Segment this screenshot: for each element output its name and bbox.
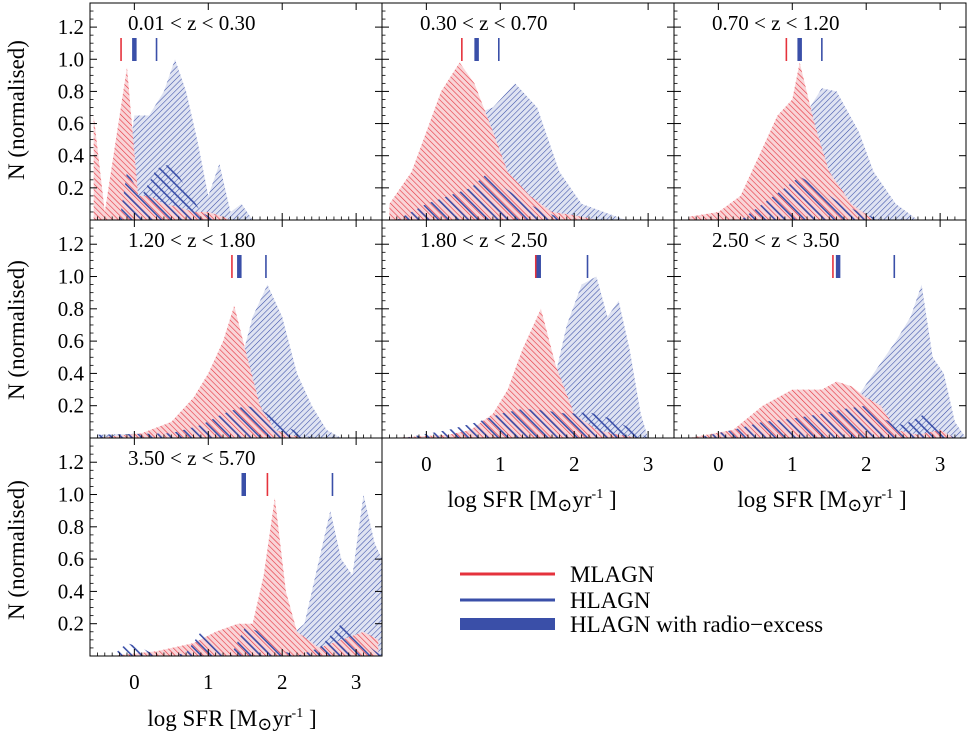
- y-tick-label: 1.2: [58, 232, 84, 256]
- area-hlagn-radio-excess: [404, 408, 649, 438]
- x-tick-label: 0: [421, 452, 432, 476]
- y-tick-label: 0.8: [58, 297, 84, 321]
- plot-area: [97, 284, 342, 438]
- legend: MLAGN HLAGN HLAGN with radio−excess: [460, 562, 823, 637]
- x-axis-label-right: log SFR [M⊙yr-1 ]: [737, 487, 906, 515]
- panel-5: 0 1 2 3 1.80 < z < 2.50: [381, 219, 675, 476]
- area-hlagn-radio-excess: [112, 623, 382, 656]
- x-tick-label: 3: [935, 452, 946, 476]
- y-tick-label: 0.4: [58, 579, 85, 603]
- plot-area: [112, 494, 382, 656]
- x-tick-label: 2: [277, 670, 288, 694]
- area-hlagn-radio-excess: [396, 175, 567, 220]
- y-tick-label: 0.8: [58, 79, 84, 103]
- y-tick-label: 1.2: [58, 450, 84, 474]
- y-tick-label: 1.0: [58, 47, 84, 71]
- y-tick-label: 0.2: [58, 176, 84, 200]
- y-axis-label: N (normalised): [4, 40, 29, 180]
- panel-title: 1.20 < z < 1.80: [128, 228, 256, 252]
- y-tick-label: 1.0: [58, 483, 84, 507]
- area-hlagn: [97, 284, 342, 438]
- panel-7: 0.2 0.4 0.6 0.8 1.0 1.2 0 1 2 3 3.50 < z < 5.70: [58, 437, 383, 694]
- panels-layer: 0.2 0.4 0.6 0.8 1.0 1.2 0.01 < z < 0.30 0.30 < …: [58, 2, 967, 694]
- y-tick-label: 0.4: [58, 361, 85, 385]
- area-hlagn-radio-excess: [740, 176, 881, 220]
- panel-frame: [673, 219, 967, 439]
- x-tick-label: 1: [203, 670, 214, 694]
- y-tick-label: 0.2: [58, 612, 84, 636]
- panel-2: 0.30 < z < 0.70: [381, 2, 675, 221]
- area-hlagn: [112, 494, 382, 656]
- area-mlagn: [688, 62, 874, 220]
- legend-label-radio: HLAGN with radio−excess: [570, 612, 823, 637]
- area-hlagn-radio-excess: [696, 405, 955, 438]
- panel-title: 0.01 < z < 0.30: [128, 11, 256, 35]
- y-tick-label: 0.6: [58, 547, 84, 571]
- y-axis-label: N (normalised): [4, 480, 29, 620]
- y-tick-label: 1.2: [58, 15, 84, 39]
- x-axis-label: log SFR [M⊙yr-1 ]: [447, 487, 616, 515]
- x-axis-label-middle: log SFR [M⊙yr-1 ]: [447, 487, 616, 515]
- panel-3: 0.70 < z < 1.20: [673, 2, 967, 221]
- panel-1: 0.2 0.4 0.6 0.8 1.0 1.2 0.01 < z < 0.30: [58, 2, 383, 221]
- y-tick-label: 0.2: [58, 394, 84, 418]
- panel-6: 0 1 2 3 2.50 < z < 3.50: [673, 219, 967, 476]
- area-mlagn: [97, 305, 305, 438]
- x-tick-label: 1: [495, 452, 506, 476]
- panel-title: 0.70 < z < 1.20: [712, 11, 840, 35]
- x-tick-label: 0: [713, 452, 724, 476]
- x-tick-label: 2: [861, 452, 872, 476]
- area-hlagn: [688, 284, 966, 438]
- x-tick-label: 2: [569, 452, 580, 476]
- panel-title: 1.80 < z < 2.50: [420, 228, 548, 252]
- legend-label-hlagn: HLAGN: [570, 588, 651, 613]
- plot-area: [93, 59, 253, 220]
- panel-title: 2.50 < z < 3.50: [712, 228, 840, 252]
- area-mlagn: [389, 62, 597, 220]
- x-tick-label: 3: [643, 452, 654, 476]
- y-axis-label-row-3: N (normalised): [4, 480, 29, 620]
- x-tick-label: 1: [787, 452, 798, 476]
- panel-frame: [89, 437, 383, 657]
- y-axis-label-row-2: N (normalised): [4, 260, 29, 400]
- x-axis-label: log SFR [M⊙yr-1 ]: [147, 706, 316, 734]
- y-tick-label: 0.4: [58, 144, 85, 168]
- plot-area: [389, 276, 649, 438]
- x-axis-label-left: log SFR [M⊙yr-1 ]: [147, 706, 316, 734]
- legend-swatch-radio: [460, 618, 555, 630]
- panel-title: 0.30 < z < 0.70: [420, 11, 548, 35]
- y-tick-label: 0.6: [58, 329, 84, 353]
- x-axis-label: log SFR [M⊙yr-1 ]: [737, 487, 906, 515]
- x-tick-label: 3: [351, 670, 362, 694]
- area-mlagn: [389, 308, 641, 438]
- plot-area: [688, 284, 966, 438]
- y-tick-label: 0.6: [58, 112, 84, 136]
- y-axis-label-row-1: N (normalised): [4, 40, 29, 180]
- area-hlagn-radio-excess: [93, 163, 216, 220]
- y-tick-label: 0.8: [58, 515, 84, 539]
- area-hlagn-radio-excess: [97, 405, 312, 438]
- plot-area: [688, 62, 918, 220]
- area-hlagn: [389, 276, 649, 438]
- y-axis-label: N (normalised): [4, 260, 29, 400]
- x-tick-label: 0: [129, 670, 140, 694]
- legend-label-mlagn: MLAGN: [570, 562, 655, 587]
- panel-title: 3.50 < z < 5.70: [128, 446, 256, 470]
- panel-4: 0.2 0.4 0.6 0.8 1.0 1.2 1.20 < z < 1.80: [58, 219, 383, 439]
- plot-area: [389, 62, 626, 220]
- y-tick-label: 1.0: [58, 265, 84, 289]
